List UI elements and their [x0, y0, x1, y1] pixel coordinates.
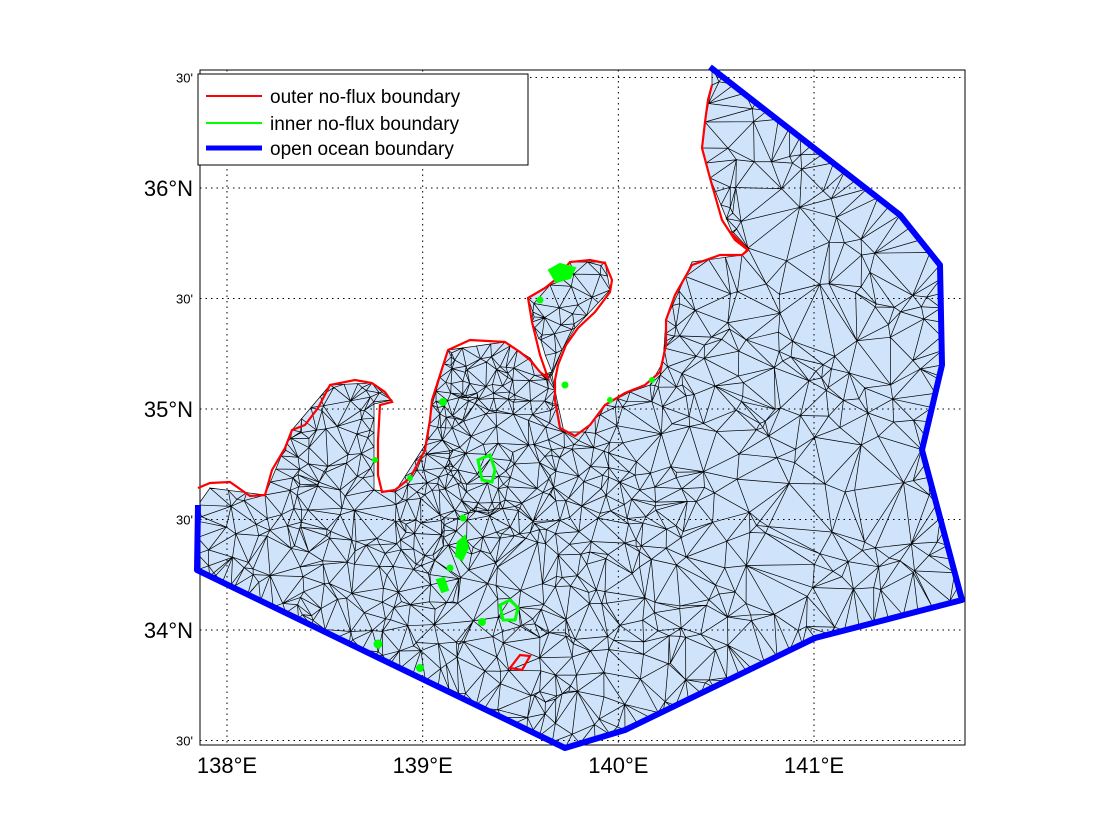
outer-no-flux-boundary: [197, 84, 750, 672]
ocean-domain: [200, 70, 962, 745]
x-tick-label: 141°E: [784, 753, 844, 778]
axis-tick-labels: 138°E 139°E 140°E 141°E 30' 36°N 30' 35°N 30' 34°…: [144, 71, 844, 779]
legend-label-inner: inner no-flux boundary: [270, 114, 460, 135]
legend: outer no-flux boundary inner no-flux bou…: [197, 73, 529, 166]
y-tick-label: 30': [176, 292, 193, 307]
y-tick-label: 30': [176, 734, 193, 749]
y-tick-label: 35°N: [144, 397, 193, 422]
inner-no-flux-boundary: [372, 262, 655, 672]
y-tick-label: 30': [176, 513, 193, 528]
x-tick-label: 139°E: [393, 753, 453, 778]
x-tick-label: 140°E: [588, 753, 648, 778]
y-tick-label: 30': [176, 71, 193, 86]
y-tick-label: 34°N: [144, 618, 193, 643]
legend-label-open: open ocean boundary: [270, 139, 454, 160]
x-tick-label: 138°E: [197, 753, 257, 778]
y-tick-label: 36°N: [144, 176, 193, 201]
open-ocean-boundary: [194, 64, 965, 751]
legend-label-outer: outer no-flux boundary: [270, 87, 461, 108]
